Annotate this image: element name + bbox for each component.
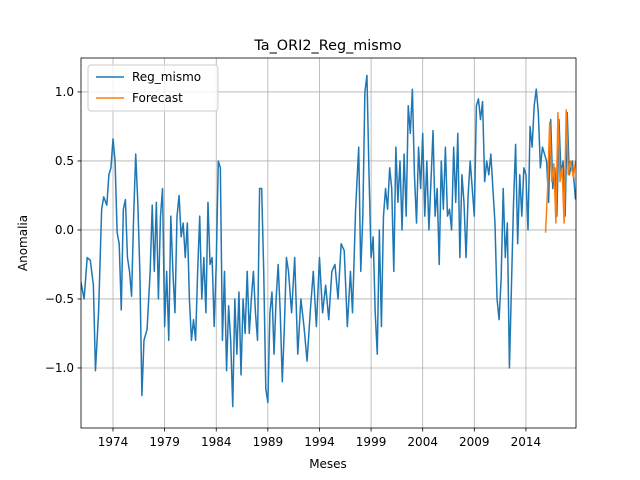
y-axis-label: Anomalia xyxy=(16,215,30,271)
chart-title: Ta_ORI2_Reg_mismo xyxy=(253,38,401,54)
x-tick-label: 1999 xyxy=(356,435,387,449)
x-tick-label: 1974 xyxy=(98,435,129,449)
plot-lines xyxy=(81,74,576,408)
legend: Reg_mismo Forecast xyxy=(87,64,219,112)
x-tick-label: 1994 xyxy=(304,435,335,449)
y-tick-label: 0.0 xyxy=(55,223,74,237)
x-tick-label: 1984 xyxy=(201,435,232,449)
x-tick-label: 2009 xyxy=(459,435,490,449)
y-tick-label: 0.5 xyxy=(55,154,74,168)
series-line xyxy=(544,109,576,233)
x-tick-label: 1979 xyxy=(149,435,180,449)
y-tick-label: 1.0 xyxy=(55,85,74,99)
x-axis-label: Meses xyxy=(309,457,347,471)
y-tick-label: −1.0 xyxy=(45,361,74,375)
y-tick-label: −0.5 xyxy=(45,292,74,306)
legend-label: Reg_mismo xyxy=(132,70,201,84)
x-tick-label: 2004 xyxy=(407,435,438,449)
ticks: 1974 1979 1984 1989 1994 1999 2004 2009 2014 −1.0… xyxy=(45,85,541,449)
plot-frame xyxy=(80,57,577,429)
x-tick-label: 2014 xyxy=(511,435,542,449)
x-tick-label: 1989 xyxy=(253,435,284,449)
legend-label: Forecast xyxy=(132,91,183,105)
series-line xyxy=(81,74,576,408)
